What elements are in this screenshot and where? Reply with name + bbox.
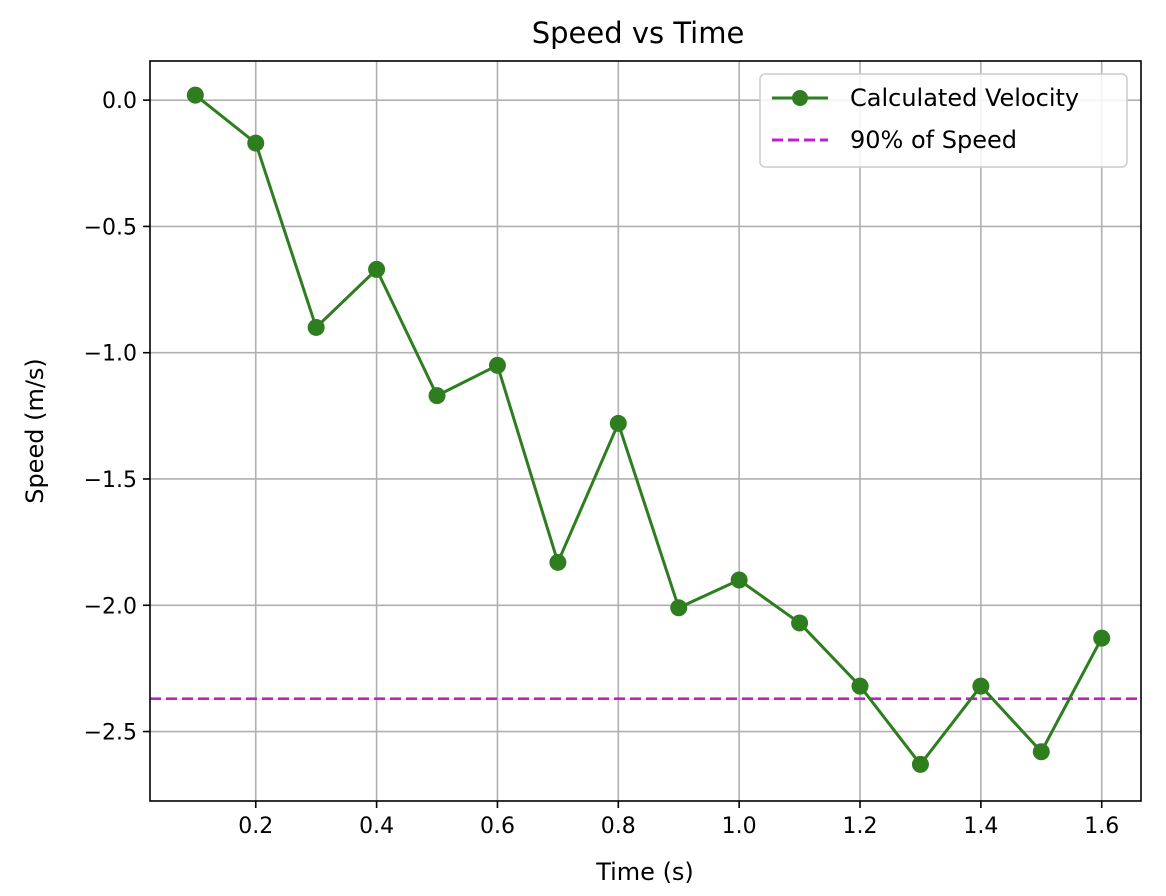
velocity-data-point <box>851 677 869 695</box>
grid-lines <box>150 61 1141 801</box>
x-tick-label: 0.8 <box>601 814 636 839</box>
y-tick-label: −0.5 <box>84 215 137 240</box>
x-tick-label: 1.2 <box>843 814 878 839</box>
legend-swatch-calculated-velocity-marker <box>792 90 808 106</box>
velocity-data-point <box>972 677 990 695</box>
series-layer <box>186 86 1111 773</box>
y-tick-label: −1.0 <box>84 342 137 367</box>
y-axis-label: Speed (m/s) <box>21 358 49 504</box>
x-tick-label: 0.4 <box>359 814 394 839</box>
velocity-data-point <box>368 260 386 278</box>
x-tick-label: 0.6 <box>480 814 515 839</box>
velocity-series-line <box>194 93 1104 766</box>
velocity-data-point <box>791 614 809 632</box>
velocity-data-point <box>186 86 204 104</box>
plot-area-frame <box>149 60 1142 802</box>
x-tick-label: 0.2 <box>238 814 273 839</box>
x-axis-label: Time (s) <box>595 858 694 886</box>
y-tick-label: −2.0 <box>84 594 137 619</box>
legend-box <box>759 73 1128 168</box>
velocity-data-point <box>670 599 688 617</box>
legend: Calculated Velocity 90% of Speed <box>759 73 1128 168</box>
x-tick-label: 1.6 <box>1084 814 1119 839</box>
velocity-data-point <box>307 318 325 336</box>
x-axis-ticks: 0.2 0.4 0.6 0.8 1.0 1.2 1.4 1.6 <box>238 801 1119 839</box>
legend-label-calculated-velocity: Calculated Velocity <box>850 84 1079 112</box>
x-tick-label: 1.0 <box>722 814 757 839</box>
y-tick-label: 0.0 <box>102 89 137 114</box>
velocity-data-point <box>549 553 567 571</box>
velocity-data-point <box>488 356 506 374</box>
velocity-data-point <box>428 387 446 405</box>
velocity-data-point <box>730 571 748 589</box>
velocity-data-point <box>247 134 265 152</box>
chart-title: Speed vs Time <box>532 16 745 50</box>
x-tick-label: 1.4 <box>963 814 998 839</box>
legend-label-90-percent-speed: 90% of Speed <box>850 126 1017 154</box>
y-tick-label: −1.5 <box>84 468 137 493</box>
y-tick-label: −2.5 <box>84 721 137 746</box>
velocity-data-point <box>1032 743 1050 761</box>
velocity-data-point <box>911 755 929 773</box>
velocity-data-point <box>1093 629 1111 647</box>
y-axis-ticks: 0.0 −0.5 −1.0 −1.5 −2.0 −2.5 <box>84 89 150 746</box>
velocity-data-point <box>609 414 627 432</box>
